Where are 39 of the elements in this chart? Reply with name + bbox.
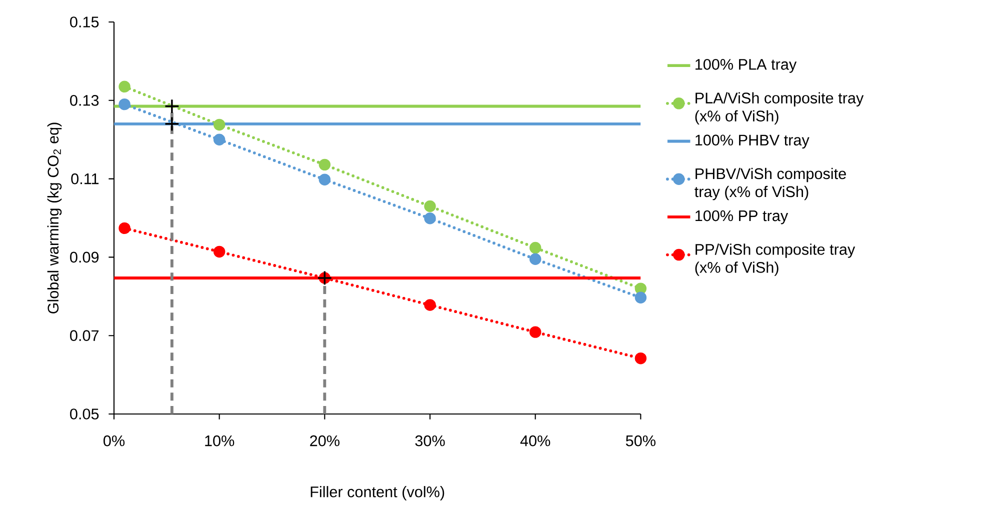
legend-label: 100% PP tray	[696, 210, 788, 224]
y-tick-label: 0.09	[70, 252, 99, 263]
x-tick-label: 0%	[104, 435, 125, 446]
x-tick-label: 10%	[205, 435, 234, 446]
point	[424, 200, 436, 212]
point	[634, 292, 647, 304]
point	[318, 158, 331, 171]
x-tick-label: 20%	[310, 435, 340, 446]
legend-label: PP/ViSh composite tray (x% of ViSh)	[695, 244, 856, 276]
point	[213, 118, 226, 131]
x-axis-title: Filler content (vol%)	[310, 486, 444, 500]
y-tick-label: 0.07	[70, 330, 99, 342]
legend-label: PLA/ViSh composite tray (x% of ViSh)	[695, 92, 864, 124]
point	[424, 212, 436, 224]
point	[118, 222, 130, 234]
point	[529, 253, 542, 266]
point	[213, 134, 226, 146]
y-axis-title: Global warming (kg CO$_{2}$ eq)	[47, 122, 62, 314]
legend-label: 100% PHBV tray	[696, 134, 810, 149]
point	[318, 174, 331, 186]
y-tick-label: 0.05	[70, 408, 99, 420]
point	[424, 299, 436, 311]
point	[634, 352, 647, 364]
point	[118, 80, 130, 93]
point	[164, 116, 180, 132]
point	[213, 246, 226, 258]
y-tick-label: 0.13	[70, 94, 99, 106]
y-tick-label: 0.11	[71, 173, 99, 184]
legend-label: 100% PLA tray	[696, 58, 797, 73]
point	[118, 98, 130, 110]
point	[529, 242, 542, 254]
x-tick-label: 30%	[415, 435, 445, 446]
x-tick-label: 40%	[520, 435, 550, 446]
point	[164, 98, 180, 114]
point	[529, 326, 542, 338]
point	[634, 282, 647, 294]
x-tick-label: 50%	[626, 435, 656, 446]
legend-label: PHBV/ViSh composite tray (x% of ViSh)	[694, 168, 846, 200]
y-tick-label: 0.15	[70, 16, 99, 28]
